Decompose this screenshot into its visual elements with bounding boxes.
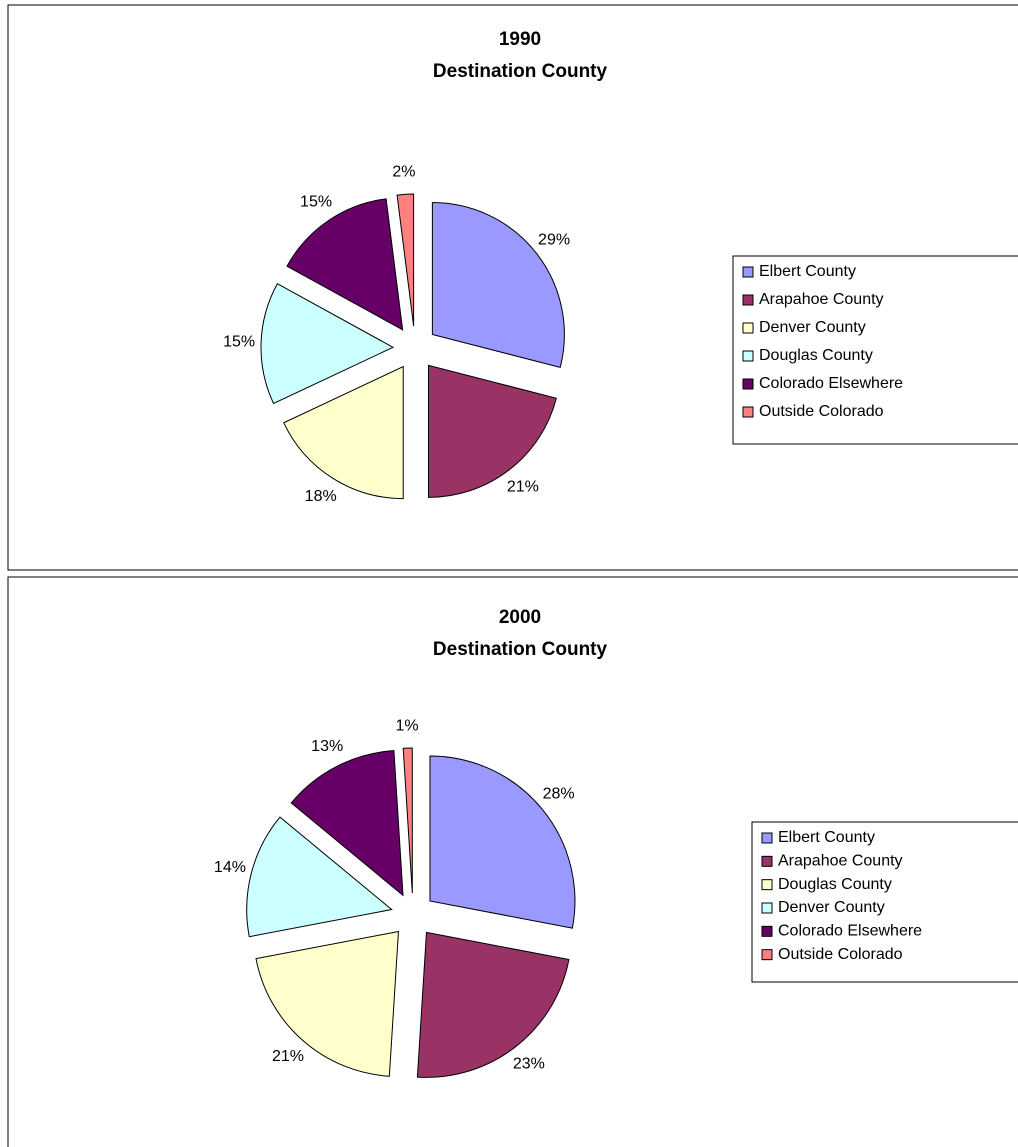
legend-swatch bbox=[761, 879, 773, 891]
legend-label: Douglas County bbox=[759, 347, 873, 364]
pie-slice bbox=[396, 193, 415, 327]
chart-title: 1990 bbox=[499, 29, 541, 50]
pie-slice bbox=[402, 747, 413, 894]
legend-swatch bbox=[742, 294, 754, 306]
legend-swatch bbox=[742, 406, 754, 418]
pie-slice bbox=[286, 198, 404, 331]
chart: 2000 Destination County 28% 23% 21% 14% 13% 1% E… bbox=[7, 576, 1018, 1147]
legend-label: Outside Colorado bbox=[759, 403, 884, 420]
chart-subtitle: Destination County bbox=[433, 61, 608, 82]
legend-label: Outside Colorado bbox=[778, 946, 903, 963]
legend-swatch bbox=[761, 855, 773, 867]
legend-label: Arapahoe County bbox=[778, 853, 903, 870]
pie-slice bbox=[283, 365, 404, 500]
data-label: 13% bbox=[311, 738, 343, 755]
data-label: 1% bbox=[396, 717, 419, 734]
pie-slice bbox=[290, 750, 404, 897]
data-label: 29% bbox=[538, 231, 570, 248]
legend-label: Colorado Elsewhere bbox=[759, 375, 903, 392]
legend-label: Colorado Elsewhere bbox=[778, 923, 922, 940]
legend-swatch bbox=[742, 266, 754, 278]
legend-label: Elbert County bbox=[759, 263, 856, 280]
pie-slice bbox=[416, 931, 570, 1078]
pie-slice bbox=[255, 930, 399, 1077]
chart: 1990 Destination County 29% 21% 18% 15% 15% 2% E… bbox=[7, 4, 1018, 571]
legend-frame bbox=[751, 821, 1018, 983]
data-label: 2% bbox=[392, 164, 415, 181]
legend-label: Denver County bbox=[759, 319, 866, 336]
legend-swatch bbox=[742, 350, 754, 362]
legend-frame bbox=[732, 255, 1018, 445]
legend-swatch bbox=[761, 949, 773, 961]
legend-swatch bbox=[742, 378, 754, 390]
legend-swatch bbox=[761, 902, 773, 914]
data-label: 21% bbox=[272, 1048, 304, 1065]
data-label: 23% bbox=[513, 1056, 545, 1073]
legend-label: Douglas County bbox=[778, 876, 892, 893]
data-label: 28% bbox=[543, 786, 575, 803]
pie-slice bbox=[260, 283, 395, 405]
data-label: 21% bbox=[507, 478, 539, 495]
data-label: 18% bbox=[305, 488, 337, 505]
legend-swatch bbox=[761, 925, 773, 937]
chart-subtitle: Destination County bbox=[433, 639, 608, 660]
pie-slice bbox=[427, 364, 557, 498]
legend-label: Arapahoe County bbox=[759, 291, 884, 308]
legend-swatch bbox=[742, 322, 754, 334]
legend-label: Denver County bbox=[778, 899, 885, 916]
pie-slice bbox=[431, 202, 565, 368]
chart-title: 2000 bbox=[499, 607, 541, 628]
data-label: 15% bbox=[223, 334, 255, 351]
legend-label: Elbert County bbox=[778, 829, 875, 846]
pie-slice bbox=[246, 816, 393, 938]
pie-slice bbox=[429, 755, 576, 929]
legend-swatch bbox=[761, 832, 773, 844]
data-label: 15% bbox=[300, 194, 332, 211]
data-label: 14% bbox=[214, 859, 246, 876]
